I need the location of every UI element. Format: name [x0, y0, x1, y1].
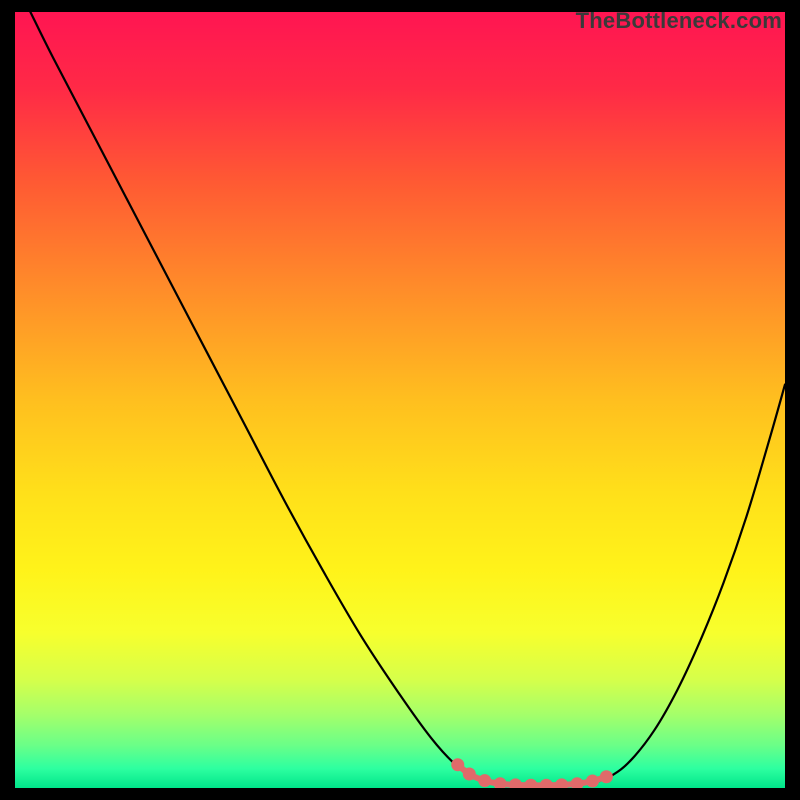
highlight-marker — [586, 775, 599, 788]
highlight-marker — [571, 777, 584, 788]
highlight-marker — [451, 758, 464, 771]
highlight-marker — [494, 777, 507, 788]
highlight-marker — [600, 770, 613, 783]
right-curve — [593, 384, 786, 783]
highlight-marker — [463, 768, 476, 781]
curve-layer — [15, 12, 785, 788]
chart-frame: TheBottleneck.com — [0, 0, 800, 800]
watermark-text: TheBottleneck.com — [576, 8, 782, 34]
highlight-marker — [478, 774, 491, 787]
highlight-marker — [555, 778, 568, 788]
left-curve — [30, 12, 492, 783]
highlight-marker — [540, 779, 553, 788]
plot-area — [15, 12, 785, 788]
highlight-marker — [509, 778, 522, 788]
highlight-marker — [524, 779, 537, 788]
